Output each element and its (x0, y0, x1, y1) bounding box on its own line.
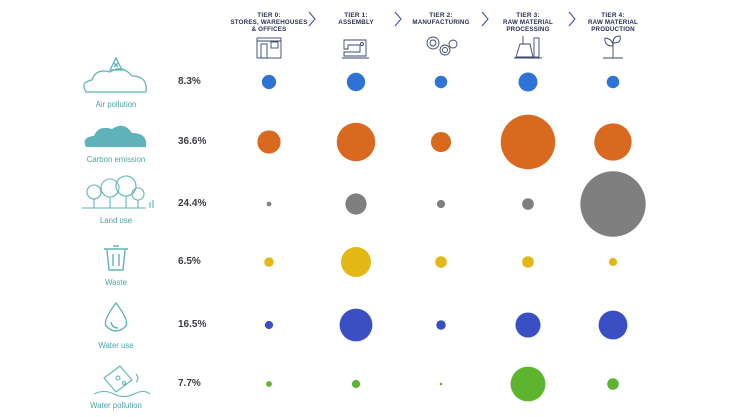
tier-1-label-line: ASSEMBLY (338, 19, 374, 26)
tier-0-label-line: STORES, WAREHOUSES (230, 19, 308, 26)
tier-4-header: TIER 4: RAW MATERIAL PRODUCTION (573, 12, 653, 33)
bubble-water-pollution-tier-3 (510, 366, 546, 402)
bubble-water-pollution-tier-2 (439, 382, 443, 386)
bubble-land-use-tier-4 (580, 171, 646, 237)
chevron-right-icon (568, 11, 576, 27)
impact-share-percent: 16.5% (178, 319, 207, 330)
bubble-water-pollution-tier-1 (351, 379, 361, 389)
impact-label: Water pollution (90, 401, 142, 410)
bubble-land-use-tier-3 (522, 198, 534, 210)
bubble-water-pollution-tier-4 (607, 378, 619, 390)
chevron-right-icon (394, 11, 402, 27)
bubble-air-pollution-tier-0 (261, 74, 277, 90)
processing-vat-icon (514, 36, 542, 59)
impact-label: Air pollution (95, 100, 137, 109)
tier-2-code: TIER 2: (429, 12, 453, 19)
cloud-hazard-icon (83, 56, 147, 93)
bubble-water-use-tier-4 (598, 310, 628, 340)
tier-3-code: TIER 3: (516, 12, 540, 19)
trash-bin-icon (104, 245, 128, 271)
tier-4-code: TIER 4: (601, 12, 625, 19)
bubble-waste-tier-2 (435, 256, 447, 268)
bubble-land-use-tier-2 (436, 199, 446, 209)
bubble-carbon-emission-tier-3 (500, 114, 556, 170)
impact-share-percent: 8.3% (178, 76, 201, 87)
bubble-water-use-tier-1 (339, 308, 373, 342)
building-icon (256, 37, 282, 59)
bubble-land-use-tier-0 (266, 201, 272, 207)
tier-1-code: TIER 1: (344, 12, 368, 19)
bubble-waste-tier-3 (522, 256, 534, 268)
bubble-water-pollution-tier-0 (266, 381, 272, 387)
impact-label: Water use (98, 341, 134, 350)
tier-3-label-line: RAW MATERIAL (502, 19, 554, 26)
tier-0-code: TIER 0: (257, 12, 281, 19)
bubble-water-use-tier-0 (264, 320, 274, 330)
tier-4-label-line: PRODUCTION (591, 26, 635, 33)
yarn-spools-icon (426, 36, 458, 56)
impact-share-percent: 36.6% (178, 136, 207, 147)
water-drop-icon (104, 301, 128, 332)
trees-icon (82, 175, 154, 209)
impact-share-percent: 6.5% (178, 256, 201, 267)
polluted-water-icon (93, 365, 151, 398)
tier-3-label-line: PROCESSING (506, 26, 550, 33)
impact-label: Carbon emission (86, 155, 146, 164)
bubble-waste-tier-1 (341, 247, 371, 277)
bubble-carbon-emission-tier-4 (594, 123, 632, 161)
bubble-carbon-emission-tier-2 (430, 131, 452, 153)
chevron-right-icon (308, 11, 316, 27)
tier-3-header: TIER 3: RAW MATERIAL PROCESSING (488, 12, 568, 33)
tier-0-label-line: & OFFICES (251, 26, 287, 33)
plant-sprout-icon (603, 35, 623, 59)
bubble-carbon-emission-tier-0 (257, 130, 281, 154)
bubble-carbon-emission-tier-1 (336, 122, 376, 162)
bubble-air-pollution-tier-3 (518, 72, 538, 92)
sewing-machine-icon (342, 39, 369, 59)
bubble-water-use-tier-3 (515, 312, 541, 338)
impact-share-percent: 24.4% (178, 198, 207, 209)
tier-4-label-line: RAW MATERIAL (587, 19, 639, 26)
tier-0-header: TIER 0: STORES, WAREHOUSES & OFFICES (229, 12, 309, 33)
bubble-air-pollution-tier-1 (346, 72, 366, 92)
bubble-land-use-tier-1 (345, 193, 367, 215)
impact-label: Waste (105, 278, 127, 287)
bubble-waste-tier-4 (608, 257, 618, 267)
tier-2-label-line: MANUFACTURING (412, 19, 470, 26)
cloud-icon (84, 125, 147, 147)
bubble-air-pollution-tier-4 (606, 75, 620, 89)
tier-2-header: TIER 2: MANUFACTURING (401, 12, 481, 26)
bubble-water-use-tier-2 (436, 320, 446, 330)
tier-1-header: TIER 1: ASSEMBLY (316, 12, 396, 26)
chevron-right-icon (481, 11, 489, 27)
bubble-air-pollution-tier-2 (434, 75, 448, 89)
impact-label: Land use (99, 216, 133, 225)
bubble-waste-tier-0 (264, 257, 274, 267)
impact-share-percent: 7.7% (178, 378, 201, 389)
